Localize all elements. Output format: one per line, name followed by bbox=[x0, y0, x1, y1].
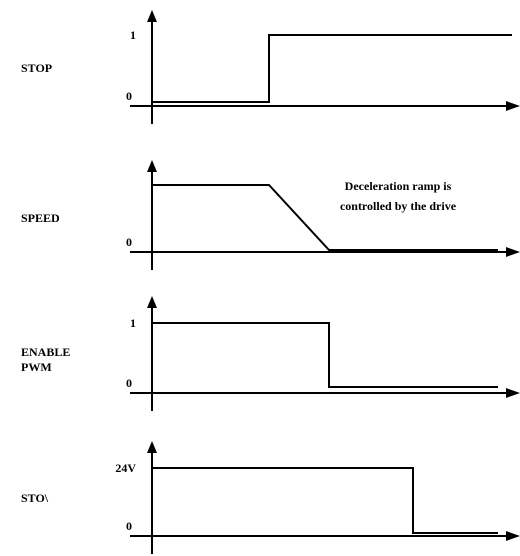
enable-pwm-waveform bbox=[152, 322, 498, 388]
sto-x-axis-arrow-icon bbox=[506, 531, 520, 541]
enable-pwm-tick-low: 0 bbox=[126, 376, 132, 390]
enable-pwm-signal-name-line-1: PWM bbox=[21, 360, 52, 374]
speed-tick-low: 0 bbox=[126, 235, 132, 249]
enable-pwm-x-axis-arrow-icon bbox=[506, 388, 520, 398]
enable-pwm-signal-name-line-0: ENABLE bbox=[21, 345, 70, 359]
stop-tick-low: 0 bbox=[126, 89, 132, 103]
sto-signal-name-line-0: STO\ bbox=[21, 491, 49, 505]
stop-signal-name-line-0: STOP bbox=[21, 61, 52, 75]
speed-waveform bbox=[152, 184, 498, 251]
stop-waveform bbox=[152, 34, 512, 103]
enable-pwm-y-axis-arrow-icon bbox=[147, 296, 157, 308]
speed-annotation-line-1: controlled by the drive bbox=[340, 199, 457, 213]
stop-y-axis-arrow-icon bbox=[147, 10, 157, 22]
speed-signal-name-line-0: SPEED bbox=[21, 211, 60, 225]
speed-y-axis-arrow-icon bbox=[147, 160, 157, 172]
sto-tick-low: 0 bbox=[126, 519, 132, 533]
enable-pwm-tick-high: 1 bbox=[130, 316, 136, 330]
sto-y-axis-arrow-icon bbox=[147, 441, 157, 453]
stop-tick-high: 1 bbox=[130, 28, 136, 42]
speed-x-axis-arrow-icon bbox=[506, 247, 520, 257]
sto-tick-high: 24V bbox=[115, 461, 136, 475]
stop-x-axis-arrow-icon bbox=[506, 101, 520, 111]
sto-waveform bbox=[152, 467, 498, 534]
speed-annotation-line-0: Deceleration ramp is bbox=[345, 179, 452, 193]
